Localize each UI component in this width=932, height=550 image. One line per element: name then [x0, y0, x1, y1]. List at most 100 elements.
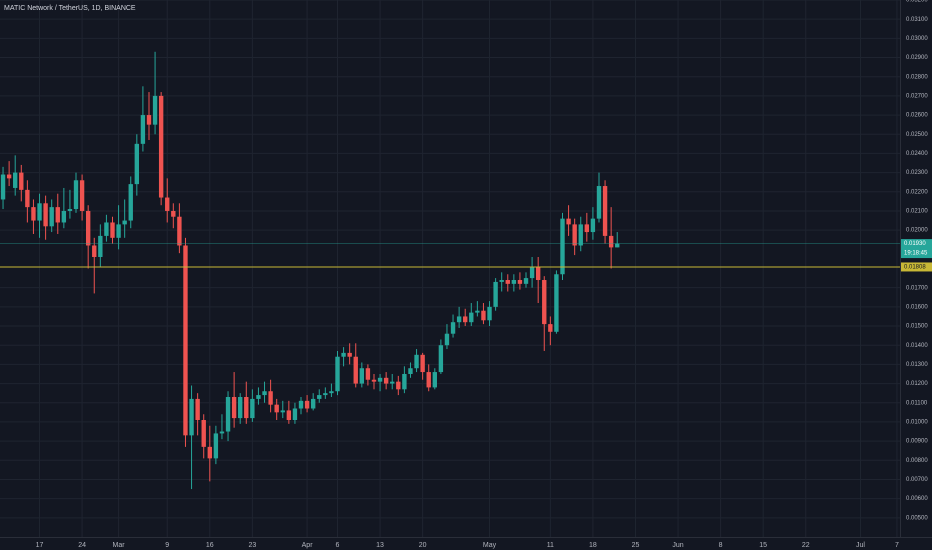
candle-body [274, 404, 279, 413]
candle-body [414, 354, 419, 369]
candle-body [365, 368, 371, 380]
candle-body [219, 431, 225, 434]
y-tick-label: 0.02200 [906, 189, 928, 195]
candle-body [171, 210, 176, 217]
y-tick-label: 0.01400 [906, 343, 928, 349]
y-tick-label: 0.02400 [906, 151, 928, 157]
x-tick-label: 15 [759, 542, 767, 549]
chart-title: MATIC Network / TetherUS, 1D, BINANCE [4, 5, 136, 12]
candle-body [262, 391, 267, 396]
candle-body [6, 174, 12, 179]
candle-body [383, 377, 389, 384]
x-tick-label: 25 [632, 542, 640, 549]
y-tick-label: 0.03000 [906, 36, 928, 42]
candle-body [37, 203, 42, 221]
candle-body [244, 396, 249, 419]
y-tick-label: 0.00600 [906, 496, 928, 502]
y-tick-label: 0.01200 [906, 381, 928, 387]
y-tick-label: 0.01500 [906, 324, 928, 330]
candle-body [499, 280, 504, 282]
candle-body [213, 433, 219, 459]
candle-body [475, 310, 480, 313]
x-tick-label: 17 [36, 542, 44, 549]
candle-body [152, 95, 158, 125]
candle-body [201, 420, 206, 447]
candle-body [396, 381, 401, 390]
candle-body [0, 174, 6, 200]
x-tick-label: Apr [302, 542, 314, 549]
y-tick-label: 0.02900 [906, 55, 928, 61]
candle-body [432, 372, 437, 388]
candle-body [578, 224, 583, 246]
candle-body [310, 398, 316, 409]
candle-body [268, 391, 273, 405]
y-tick-label: 0.00700 [906, 477, 928, 483]
candle-body [560, 218, 565, 275]
y-tick-label: 0.01600 [906, 304, 928, 310]
x-tick-label: 13 [376, 542, 384, 549]
candle-body [323, 393, 328, 396]
candle-body [231, 396, 237, 419]
candle-body [523, 278, 529, 284]
candle-body [207, 446, 212, 459]
x-tick-label: 7 [895, 542, 899, 549]
candle-body [426, 372, 431, 388]
y-tick-label: 0.02700 [906, 93, 928, 99]
x-tick-label: May [483, 542, 497, 549]
grid [0, 0, 900, 537]
candle-body [566, 218, 571, 225]
candle-body [469, 312, 474, 323]
countdown: 19:18:45 [904, 251, 928, 257]
last-price-box [901, 239, 932, 259]
candle-body [67, 209, 73, 211]
candle-body [456, 316, 462, 323]
candle-body [110, 222, 115, 238]
candle-body [463, 316, 468, 323]
candle-body [590, 218, 596, 233]
candle-body [615, 243, 620, 248]
candle-body [529, 266, 535, 279]
y-tick-label: 0.03200 [906, 0, 928, 4]
candle-body [128, 184, 133, 221]
candle-body [19, 172, 24, 190]
x-tick-label: 23 [248, 542, 256, 549]
y-tick-label: 0.00900 [906, 439, 928, 445]
candle-body [517, 280, 523, 284]
candle-body [377, 377, 383, 382]
level-label: 0.01808 [904, 265, 926, 271]
x-tick-label: 8 [719, 542, 723, 549]
candle-body [554, 274, 559, 332]
candle-body [304, 400, 310, 409]
axes: 0.00500 0.00600 0.00700 0.00800 0.00900 0.010… [36, 0, 929, 549]
y-tick-label: 0.01300 [906, 362, 928, 368]
candle-body [511, 280, 517, 284]
y-tick-label: 0.02800 [906, 74, 928, 80]
candle-body [298, 400, 304, 409]
x-tick-label: 24 [78, 542, 86, 549]
candle-body [548, 324, 553, 332]
candle-body [49, 207, 54, 227]
candle-body [286, 410, 292, 421]
candle-body [505, 280, 510, 284]
x-tick-label: 11 [547, 542, 554, 549]
candle-body [481, 310, 486, 321]
y-tick-label: 0.02100 [906, 209, 928, 215]
candle-body [140, 115, 146, 144]
candle-body [450, 322, 456, 334]
candle-body [402, 373, 407, 390]
candle-body [158, 95, 164, 198]
x-tick-label: 16 [206, 542, 214, 549]
candle-body [542, 280, 547, 325]
x-tick-label: 22 [802, 542, 810, 549]
candle-body [189, 398, 194, 436]
candle-body [73, 180, 79, 210]
y-tick-label: 0.02300 [906, 170, 928, 176]
candle-body [134, 143, 140, 185]
candle-body [420, 354, 425, 373]
candle-body [122, 220, 127, 225]
candle-body [238, 396, 243, 419]
y-tick-label: 0.01700 [906, 285, 928, 291]
candle-body [85, 210, 91, 246]
